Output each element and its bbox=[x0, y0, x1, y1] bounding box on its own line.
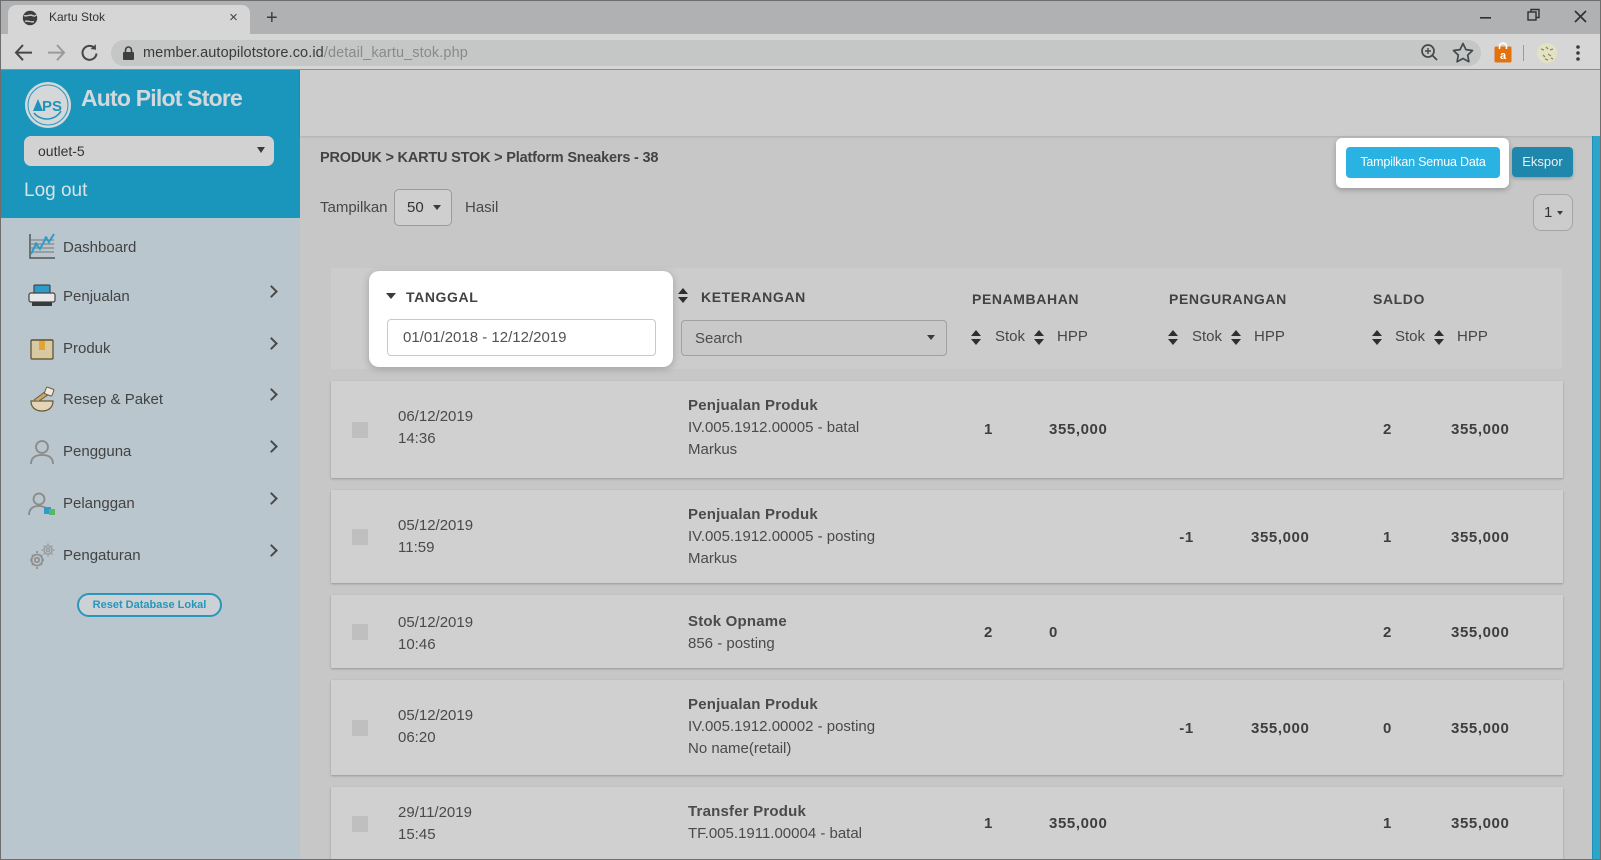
svg-text:PS: PS bbox=[42, 98, 62, 115]
svg-text:a: a bbox=[1500, 50, 1507, 62]
